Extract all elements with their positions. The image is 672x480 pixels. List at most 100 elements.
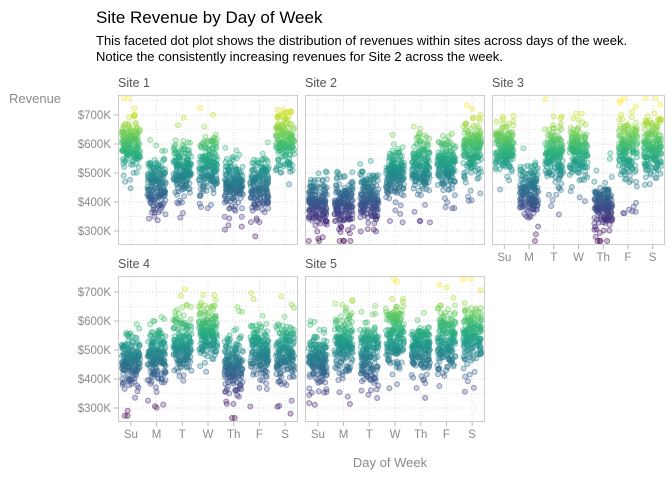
dot (212, 351, 218, 358)
y-tick-label: $700K (78, 287, 112, 299)
dot (132, 394, 139, 401)
dot (546, 126, 553, 133)
dot (631, 138, 638, 144)
facet-label: Site 2 (305, 76, 337, 90)
dot (573, 148, 580, 155)
dot (149, 187, 155, 194)
dot (147, 353, 154, 360)
dot (421, 146, 428, 153)
dot (621, 149, 628, 156)
dot (148, 195, 155, 201)
dot (248, 360, 255, 367)
dot (256, 177, 263, 183)
dot (643, 137, 650, 144)
dot-column-Su (305, 318, 330, 408)
dot (555, 211, 562, 218)
dot (147, 137, 154, 143)
dot (394, 163, 401, 170)
dot (417, 140, 424, 147)
dot (179, 199, 185, 206)
dot (341, 188, 348, 195)
dot (199, 182, 206, 189)
dot (447, 139, 454, 146)
dot (409, 172, 416, 179)
dot (415, 150, 422, 157)
dot (290, 373, 297, 380)
dot-column-T (542, 96, 566, 218)
dot (582, 141, 589, 147)
dot (127, 176, 134, 183)
dot (232, 166, 239, 173)
dot (577, 161, 584, 168)
dot (475, 144, 481, 151)
dot (385, 176, 392, 182)
dot (521, 211, 528, 217)
dot (202, 163, 209, 170)
dot (341, 200, 348, 207)
dot (152, 384, 159, 391)
dot (446, 155, 453, 162)
dot (121, 412, 128, 419)
dot (236, 151, 243, 158)
dot (362, 184, 369, 191)
dot-column-F (434, 130, 459, 212)
dot (203, 342, 210, 349)
dot (599, 205, 605, 212)
dot (175, 122, 181, 129)
dot (417, 125, 424, 132)
dot (447, 144, 454, 151)
dot (626, 172, 633, 179)
dot (253, 189, 260, 196)
dot (648, 119, 655, 126)
dot (196, 176, 202, 183)
facet-site-3: Site 3Su M T W Th F S (492, 76, 665, 264)
dot (472, 137, 479, 144)
dot (607, 150, 614, 157)
dot (346, 230, 353, 237)
dot (223, 187, 230, 194)
dot (413, 159, 420, 166)
dot (425, 141, 432, 148)
dot (251, 166, 258, 173)
dot (248, 290, 255, 296)
dot (359, 207, 366, 214)
dot (579, 155, 586, 162)
dot (151, 403, 158, 410)
dot (128, 133, 135, 139)
dot (357, 228, 364, 235)
dot-column-S (460, 102, 485, 204)
y-tick-label: $600K (78, 316, 112, 328)
dot (287, 410, 294, 417)
dot (365, 219, 372, 226)
dot-column-Th (221, 303, 246, 421)
dot (542, 140, 549, 147)
dot (603, 216, 610, 223)
dot (576, 194, 583, 201)
dot (238, 358, 245, 365)
dot (416, 218, 423, 224)
dot (125, 347, 132, 354)
dot (224, 180, 231, 187)
dot (238, 223, 245, 230)
dot (509, 147, 516, 154)
dot (287, 336, 294, 343)
dot (178, 162, 185, 169)
dot (254, 355, 261, 362)
dot (162, 147, 168, 154)
dot (196, 346, 203, 353)
dot (628, 177, 634, 184)
dot (619, 116, 626, 123)
dot (549, 197, 556, 203)
dot (322, 209, 329, 216)
y-tick-label: $700K (78, 110, 112, 122)
dot (201, 123, 208, 130)
dot (657, 101, 664, 108)
dot (626, 161, 633, 168)
dot (335, 206, 342, 213)
dot (497, 186, 504, 193)
dot (548, 203, 555, 209)
dot (234, 303, 241, 310)
dot (236, 382, 243, 389)
dot (154, 349, 161, 356)
dot (211, 316, 218, 322)
